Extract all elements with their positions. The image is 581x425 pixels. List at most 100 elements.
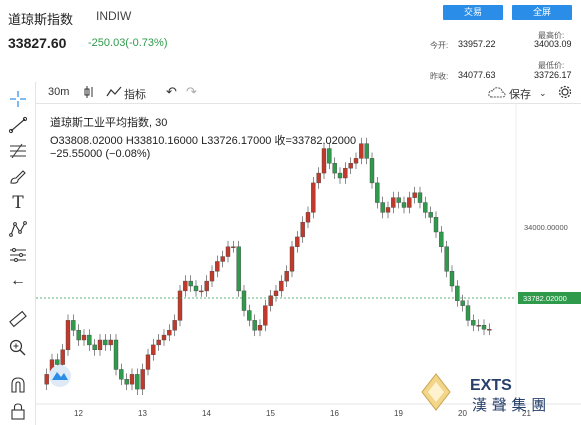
candle-body [231,246,236,248]
candle-body [76,329,81,341]
candle-body [204,280,209,292]
watermark-logo: EXTS 漢 聲 集 團 [421,373,546,414]
x-tick-label: 20 [458,409,467,418]
candle-body [65,320,71,351]
today-open-value: 33957.22 [458,39,496,49]
chart-legend-ohlc: O33808.02000 H33810.16000 L33726.17000 收… [50,135,357,147]
candle-body [177,290,183,321]
y-tick-label: 34000.00000 [524,223,568,232]
candle-body [220,256,225,262]
candle-body [252,320,257,331]
candle-body [268,295,273,306]
candle-body [188,280,193,287]
instrument-title: 道琼斯指数 [8,12,74,27]
candle-body [151,344,156,355]
x-tick-label: 13 [138,409,147,418]
x-tick-label: 12 [74,409,83,418]
candle-body [129,374,135,385]
settings-gear-icon[interactable] [558,85,572,99]
undo-icon[interactable]: ↶ [166,84,177,99]
candle-body [337,172,343,179]
candle-body [140,369,145,390]
candle-body [465,305,471,321]
chart-legend-name: 道琼斯工业平均指数, 30 [50,117,168,129]
candle-type-icon[interactable] [84,85,94,99]
candle-body [167,329,172,336]
chart-logo-icon[interactable] [49,365,71,387]
indicators-button[interactable]: 指标 [124,89,146,101]
low-value: 33726.17 [534,70,572,80]
today-open-label: 今开: [430,41,449,50]
last-price-badge [518,292,581,304]
candle-body [353,158,359,164]
candle-body [247,310,252,321]
candle-body [225,246,231,257]
candle-body [300,221,305,238]
candle-body [412,192,417,198]
candle-body [87,334,92,346]
candle-body [145,354,151,370]
drawing-tools-sidebar: T ← [0,82,36,425]
candle-body [455,285,460,301]
candle-body [481,325,487,330]
interval-selector[interactable]: 30m [48,86,70,98]
candle-body [343,167,348,179]
candle-body [327,148,332,164]
x-tick-label: 19 [394,409,403,418]
candle-body [359,143,364,159]
candle-body [279,280,284,292]
crosshair-icon[interactable] [8,90,28,108]
candle-body [369,158,375,184]
candle-body [92,344,97,351]
candle-body [103,339,108,346]
fullscreen-button[interactable]: 全屏 [512,5,572,20]
candle-body [460,300,465,306]
high-label: 最高价: [538,31,565,40]
candle-body [183,280,188,292]
candle-body [135,374,140,390]
ruler-icon[interactable] [8,310,28,328]
candle-body [81,334,87,341]
back-arrow-icon[interactable]: ← [10,272,26,289]
candle-body [385,207,391,213]
brush-icon[interactable] [8,168,28,186]
instrument-code: INDIW [96,9,132,23]
chart-legend-change: −25.55000 (−0.08%) [50,148,151,160]
price-change: -250.03(-0.73%) [88,37,168,49]
fib-retracement-icon[interactable] [8,142,28,160]
watermark-text: 漢 聲 集 團 [472,396,546,414]
candle-body [289,246,295,272]
magnet-icon[interactable] [8,376,28,394]
candle-body [108,339,113,346]
prev-close-value: 34077.63 [458,70,496,80]
cloud-icon[interactable] [488,86,506,98]
candle-body [471,320,476,326]
trend-line-icon[interactable] [8,116,28,134]
candle-body [193,285,199,292]
candle-body [449,271,455,287]
candle-body [161,334,167,341]
pattern-icon[interactable] [8,220,28,238]
lock-icon[interactable] [8,402,28,420]
candle-body [199,290,204,293]
save-button[interactable]: 保存 [509,89,531,101]
last-price-label: 33782.02000 [523,294,567,303]
candle-body [476,325,481,327]
prediction-icon[interactable] [8,246,28,264]
text-tool-icon[interactable]: T [12,193,24,213]
candle-body [391,197,396,208]
x-tick-label: 16 [330,409,339,418]
redo-icon[interactable]: ↷ [186,84,197,99]
candle-body [257,325,263,331]
candle-body [241,290,247,311]
trade-button[interactable]: 交易 [443,5,503,20]
prev-close-label: 昨收: [430,72,449,81]
save-dropdown-icon[interactable]: ⌄ [539,88,547,98]
candlestick-chart[interactable]: 12 13 14 15 16 19 20 21 34000.00000 33782.02000 [36,104,581,425]
current-price: 33827.60 [8,35,67,51]
zoom-in-icon[interactable] [8,338,28,356]
candle-body [60,349,65,365]
low-label: 最低价: [538,61,565,70]
indicator-icon[interactable] [106,86,122,98]
candle-body [156,339,161,346]
